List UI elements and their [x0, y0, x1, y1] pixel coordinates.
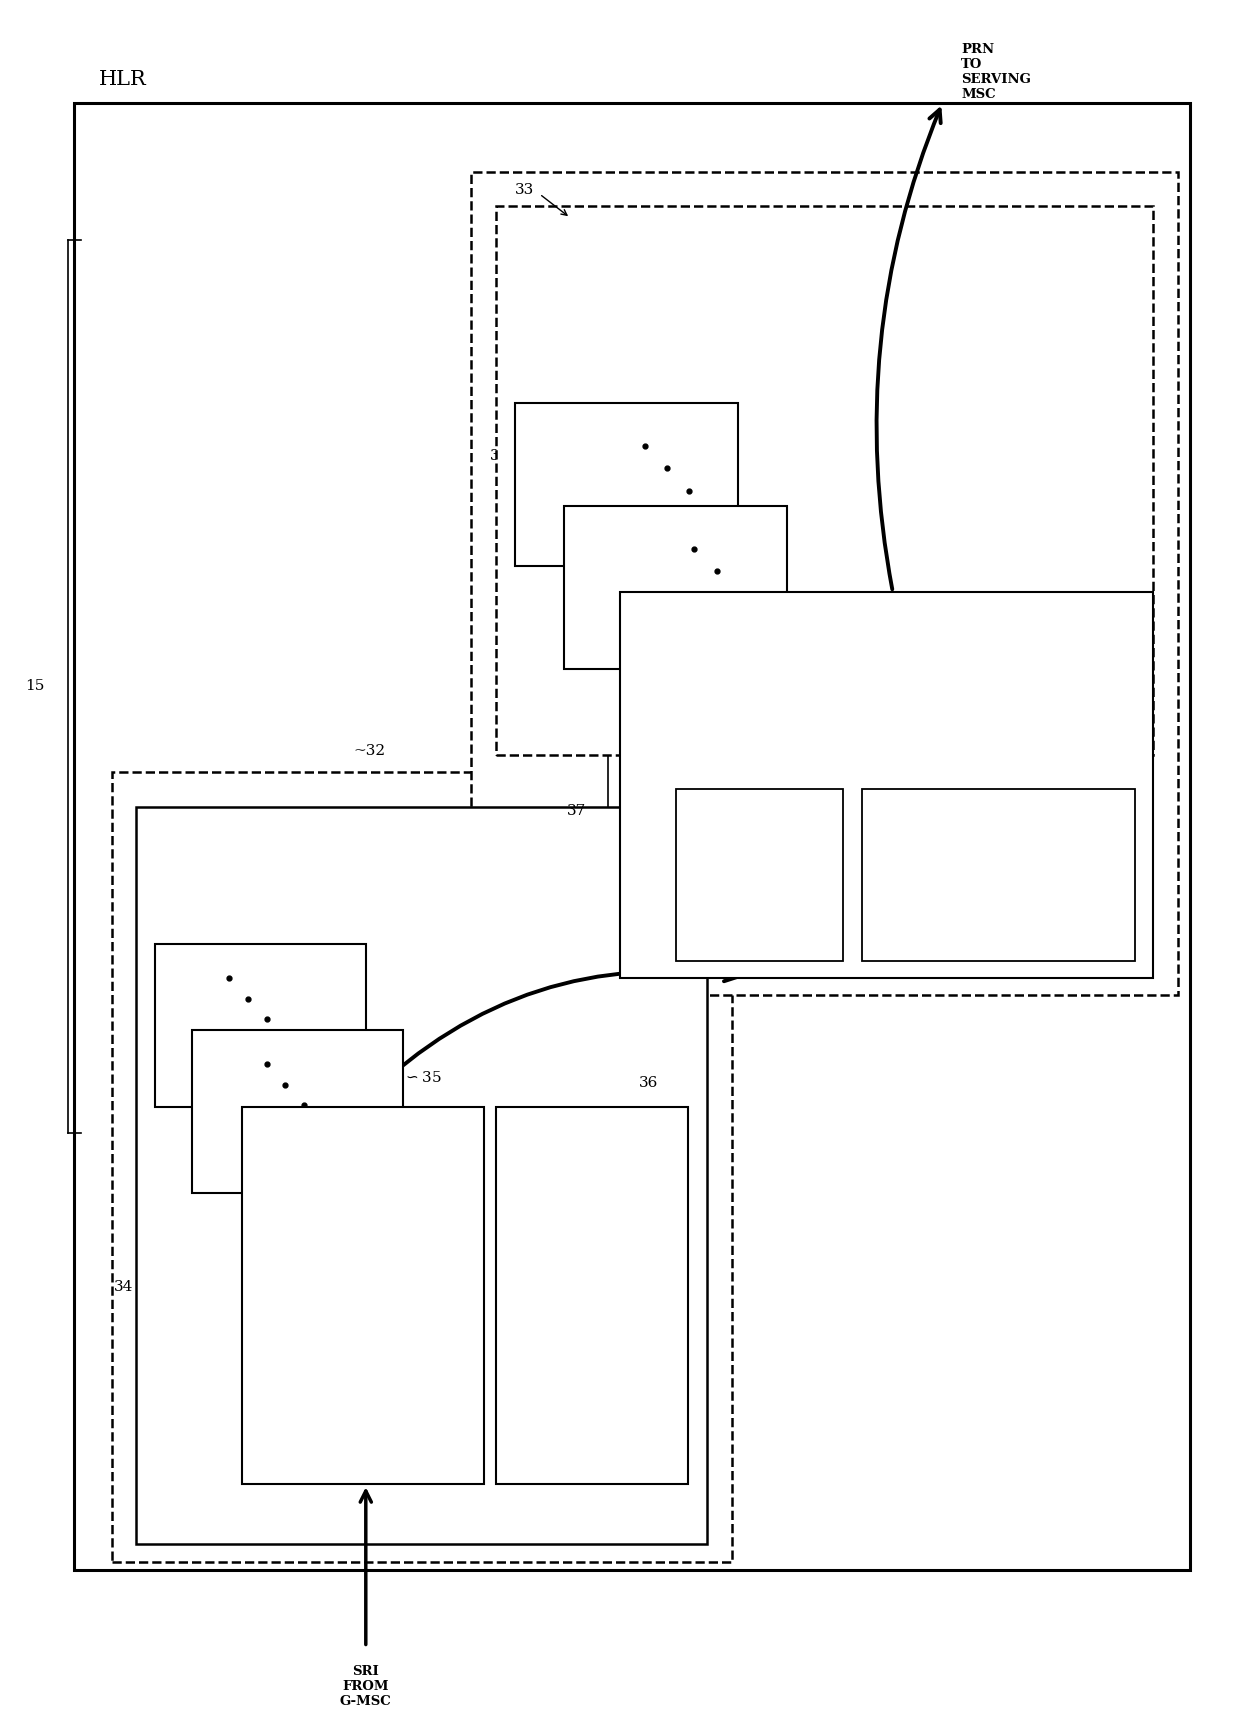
FancyBboxPatch shape	[564, 506, 787, 669]
Text: MSISDN: MSISDN	[580, 563, 593, 614]
Text: MMSAG (2): MMSAG (2)	[207, 1076, 219, 1148]
Text: SUBSCRIBER
DATA: SUBSCRIBER DATA	[717, 863, 802, 887]
FancyBboxPatch shape	[242, 1107, 484, 1484]
Text: 33: 33	[515, 184, 534, 197]
Text: 15: 15	[25, 680, 45, 693]
Text: ACCESS METHOD: ACCESS METHOD	[511, 1136, 616, 1146]
FancyBboxPatch shape	[192, 1030, 403, 1193]
Text: PRN
TO
SERVING
MSC: PRN TO SERVING MSC	[961, 43, 1030, 101]
FancyBboxPatch shape	[471, 172, 1178, 995]
Text: $\bullet$ FIRST MSISDN: $\bullet$ FIRST MSISDN	[511, 1205, 605, 1215]
FancyBboxPatch shape	[74, 103, 1190, 1570]
FancyBboxPatch shape	[136, 807, 707, 1544]
Text: 37: 37	[567, 803, 587, 819]
Text: 36: 36	[639, 1076, 658, 1090]
Text: SRI
FROM
G-MSC: SRI FROM G-MSC	[340, 1665, 392, 1707]
Text: $\bullet$ MSISDN$_n$: $\bullet$ MSISDN$_n$	[283, 1309, 350, 1323]
FancyBboxPatch shape	[112, 772, 732, 1562]
Text: 31: 31	[490, 450, 510, 463]
Text: LOCATION
DATA-SERVING
MSC: LOCATION DATA-SERVING MSC	[952, 860, 1044, 891]
Text: $\bullet$ LAST ACCESS: $\bullet$ LAST ACCESS	[511, 1170, 599, 1181]
Text: $\bullet$ MSISDN$_1$: $\bullet$ MSISDN$_1$	[283, 1143, 350, 1157]
Text: ~32: ~32	[353, 745, 386, 758]
FancyBboxPatch shape	[155, 944, 366, 1107]
Text: $\bullet$ ...: $\bullet$ ...	[283, 1268, 305, 1278]
Text: $\bullet$ ETC.: $\bullet$ ETC.	[511, 1273, 547, 1284]
Text: $_2$: $_2$	[605, 645, 611, 657]
Text: $_n$: $_n$	[556, 544, 562, 554]
Text: $\bullet$ MSISDN$_3$: $\bullet$ MSISDN$_3$	[283, 1229, 350, 1242]
FancyBboxPatch shape	[496, 1107, 688, 1484]
Text: MMSAG (1): MMSAG (1)	[258, 1260, 270, 1332]
FancyBboxPatch shape	[620, 592, 1153, 978]
FancyBboxPatch shape	[676, 789, 843, 961]
Text: $\bullet$ RANDOM: $\bullet$ RANDOM	[511, 1239, 574, 1249]
Text: $\backsim$38: $\backsim$38	[744, 565, 782, 580]
Text: MSISDN: MSISDN	[637, 760, 650, 812]
Text: HLR: HLR	[99, 70, 148, 89]
FancyBboxPatch shape	[496, 206, 1153, 755]
Text: 34: 34	[114, 1280, 134, 1294]
FancyBboxPatch shape	[862, 789, 1135, 961]
Text: $\backsim$35: $\backsim$35	[403, 1069, 441, 1085]
FancyBboxPatch shape	[515, 403, 738, 566]
Text: MMSAG (n): MMSAG (n)	[170, 990, 182, 1062]
Text: $_1$: $_1$	[662, 954, 668, 966]
Text: MSISDN: MSISDN	[531, 460, 543, 511]
Text: 39: 39	[1085, 621, 1105, 635]
Text: $\bullet$ MSISDN$_2$: $\bullet$ MSISDN$_2$	[283, 1186, 350, 1199]
